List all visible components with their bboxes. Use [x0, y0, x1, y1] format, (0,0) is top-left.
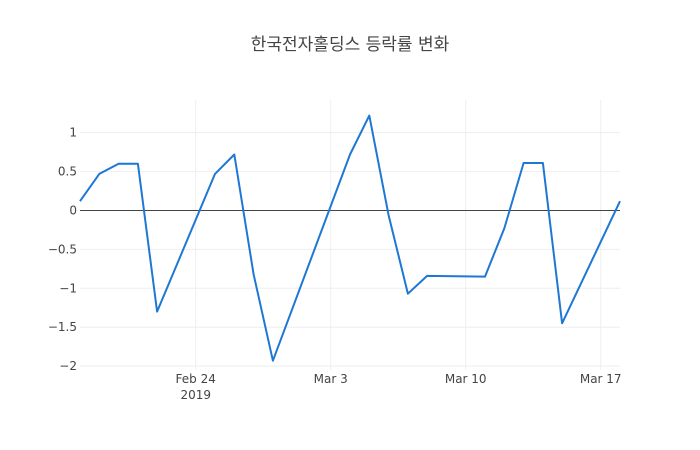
y-tick-label: −1.5 [48, 320, 77, 334]
grid-layer [80, 100, 620, 370]
x-tick-label: Mar 17 [580, 372, 622, 386]
x-tick-label: Mar 10 [445, 372, 487, 386]
y-tick-label: 0 [69, 203, 77, 217]
y-tick-label: −1 [59, 281, 77, 295]
chart-title: 한국전자홀딩스 등락률 변화 [251, 35, 450, 55]
axis-layer: 1 0.5 0 −0.5 −1 −1.5 −2 Feb 24 2019 Mar 3 Mar 10 Ma… [48, 126, 622, 402]
x-tick-label: Feb 24 [176, 372, 216, 386]
x-tick-label: Mar 3 [314, 372, 348, 386]
y-tick-label: 1 [69, 126, 77, 140]
y-tick-label: −2 [59, 359, 77, 373]
series-layer [79, 114, 621, 362]
series-line [79, 114, 621, 362]
y-tick-label: −0.5 [48, 242, 77, 256]
y-tick-label: 0.5 [58, 165, 77, 179]
x-tick-sublabel: 2019 [180, 388, 211, 402]
